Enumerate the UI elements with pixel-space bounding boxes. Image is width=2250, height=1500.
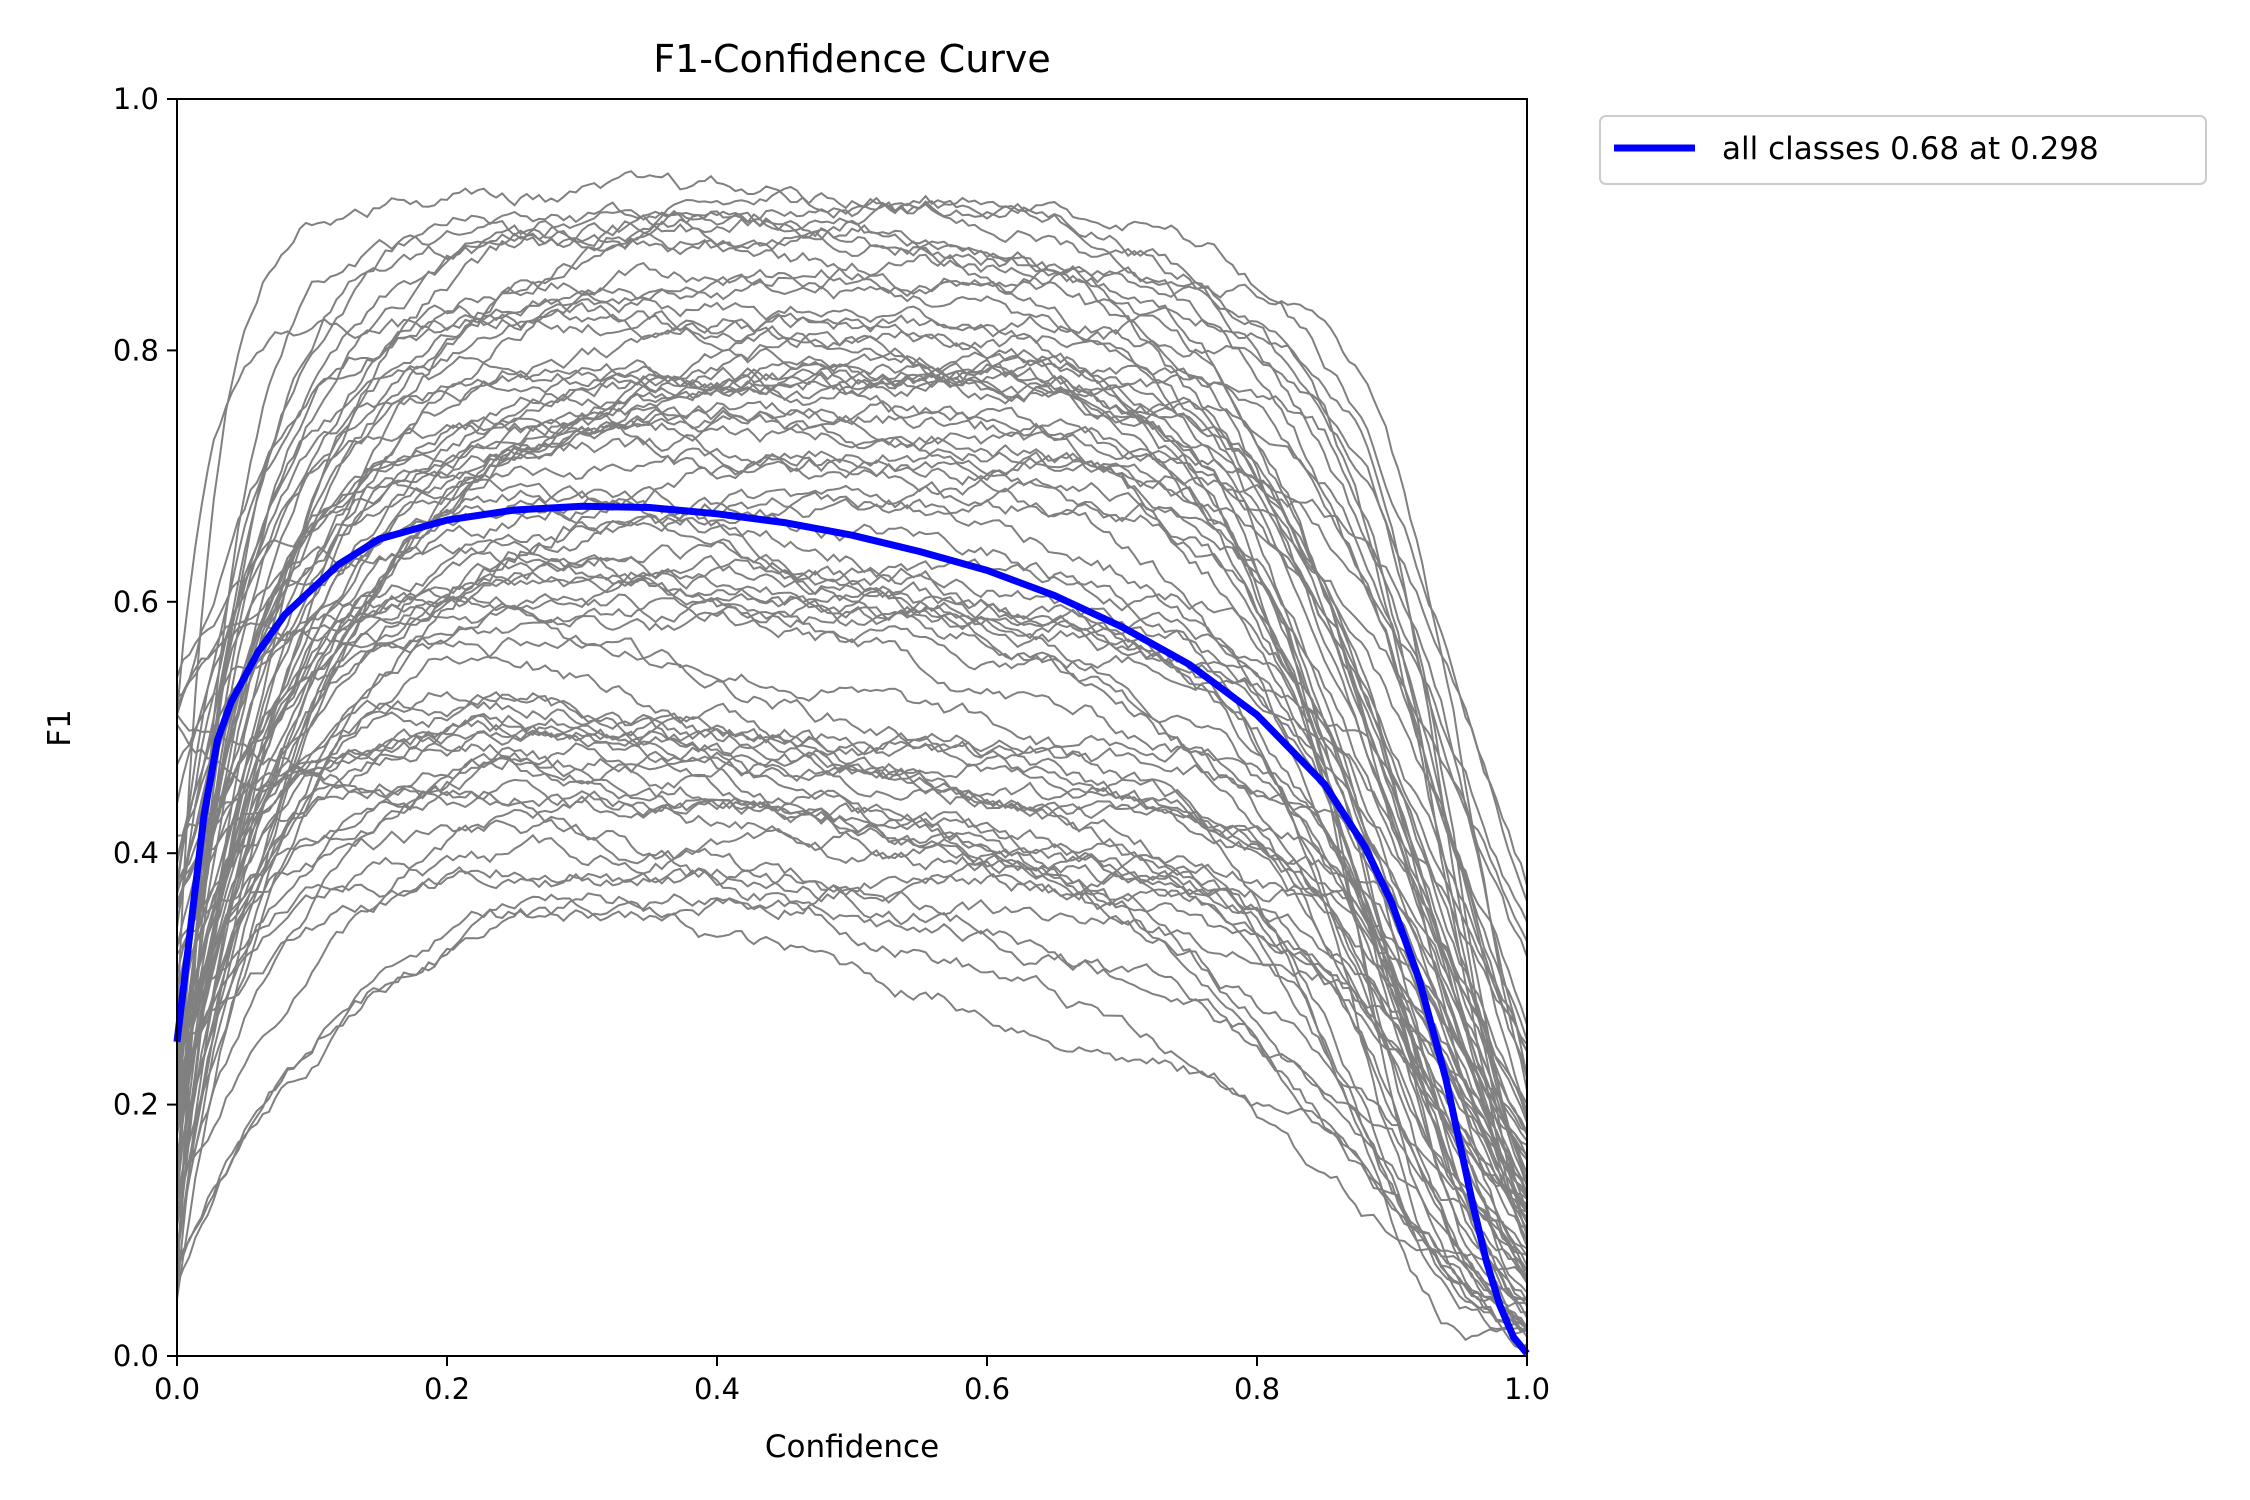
legend: all classes 0.68 at 0.298 [1599, 115, 2207, 185]
class-curve-line [176, 827, 1528, 1302]
class-curve-line [176, 690, 1528, 1335]
class-curve-line [176, 636, 1528, 1330]
class-curve-line [176, 893, 1528, 1331]
class-curve-line [176, 712, 1528, 1342]
y-tick-label: 0.4 [113, 836, 159, 870]
class-curve-line [176, 701, 1528, 1133]
class-curve-line [176, 423, 1528, 1199]
class-curve-line [176, 454, 1528, 1307]
class-curve-line [176, 538, 1528, 1187]
class-curve-line [176, 497, 1528, 1255]
class-curve-line [176, 714, 1528, 1331]
class-curve-line [176, 567, 1528, 1293]
y-axis-ticks: 0.0 0.2 0.4 0.6 0.8 1.0 [113, 82, 177, 1373]
y-tick-label: 0.0 [113, 1339, 159, 1373]
class-curve-line [176, 578, 1528, 1046]
class-curve-line [176, 815, 1528, 1275]
class-curve-line [176, 417, 1528, 1332]
y-tick-label: 0.6 [113, 585, 159, 619]
class-curve-line [176, 448, 1528, 1199]
class-curve-line [176, 201, 1528, 1257]
x-axis-label: Confidence [765, 1429, 939, 1465]
all-classes-curve-group [173, 502, 1530, 1356]
class-curve-line [176, 593, 1528, 1328]
x-tick-label: 0.4 [694, 1372, 740, 1406]
class-curve-line [176, 723, 1528, 1219]
class-curve-line [176, 434, 1528, 1077]
class-curve-line [176, 209, 1528, 1105]
class-curve-line [176, 298, 1528, 1237]
plot-area-frame [176, 98, 1528, 1357]
y-tick-label: 0.2 [113, 1088, 159, 1122]
class-curve-line [176, 752, 1528, 1156]
per-class-curves [176, 170, 1528, 1350]
all-classes-curve [173, 502, 1530, 1356]
y-axis-label: F1 [42, 709, 78, 747]
class-curve-line [176, 477, 1528, 1219]
class-curve-line [176, 347, 1528, 1079]
class-curve-line [176, 543, 1528, 1256]
class-curve-line [176, 185, 1528, 1201]
class-curve-line [176, 717, 1528, 1314]
class-curve-line [176, 742, 1528, 1319]
class-curve-line [176, 219, 1528, 1292]
class-curve-line [176, 639, 1528, 1330]
class-curve-line [176, 298, 1528, 1250]
x-tick-label: 0.8 [1234, 1372, 1280, 1406]
x-tick-label: 1.0 [1504, 1372, 1550, 1406]
y-tick-label: 0.8 [113, 333, 159, 367]
y-tick-label: 1.0 [113, 82, 159, 116]
class-curve-line [176, 314, 1528, 1052]
class-curve-line [176, 714, 1528, 1196]
class-curve-line [176, 599, 1528, 1183]
class-curve-line [176, 740, 1528, 1294]
class-curve-line [176, 170, 1528, 1022]
class-curve-line [176, 277, 1528, 1263]
class-curve-line [176, 197, 1528, 948]
x-tick-label: 0.0 [154, 1372, 200, 1406]
x-tick-label: 0.6 [964, 1372, 1010, 1406]
class-curve-line [176, 370, 1528, 1227]
class-curve-line [176, 400, 1528, 1119]
class-curve-line [176, 746, 1528, 1257]
class-curve-line [176, 538, 1528, 1350]
class-curve-line [176, 491, 1528, 1302]
legend-box [1599, 115, 2207, 185]
class-curve-line [176, 865, 1528, 1213]
class-curve-line [176, 233, 1528, 1197]
class-curve-line [176, 382, 1528, 942]
legend-label: all classes 0.68 at 0.298 [1722, 131, 2099, 167]
class-curve-line [176, 593, 1528, 1273]
class-curve-line [176, 407, 1528, 1197]
class-curve-line [176, 308, 1528, 1197]
class-curve-line [176, 693, 1528, 1308]
chart-title: F1-Confidence Curve [653, 37, 1051, 81]
class-curve-line [176, 267, 1528, 1211]
x-tick-label: 0.2 [424, 1372, 470, 1406]
x-axis-ticks: 0.0 0.2 0.4 0.6 0.8 1.0 [154, 1356, 1550, 1406]
class-curve-line [176, 754, 1528, 1327]
class-curve-line [176, 201, 1528, 1119]
class-curve-line [176, 355, 1528, 1064]
